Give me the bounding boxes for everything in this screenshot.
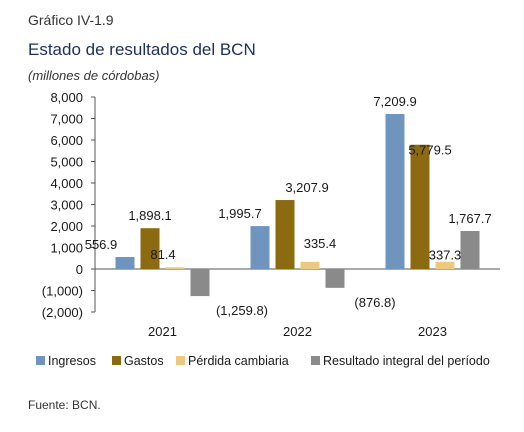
bar-gastos-2022 [275, 200, 295, 269]
y-tick-label: (2,000) [42, 305, 83, 320]
bar-ingresos-2022 [250, 226, 270, 269]
bar-ingresos-2021 [115, 257, 135, 269]
legend-swatch [176, 356, 185, 365]
legend-label: Gastos [124, 354, 164, 368]
data-label: 1,898.1 [128, 208, 171, 223]
legend-label: Resultado integral del período [323, 354, 490, 368]
x-tick-label: 2023 [418, 324, 447, 339]
data-label: 1,995.7 [218, 206, 261, 221]
data-label: (1,259.8) [216, 303, 268, 318]
figure-number: Gráfico IV-1.9 [28, 12, 114, 28]
legend-swatch [311, 356, 320, 365]
x-tick-label: 2022 [283, 324, 312, 339]
legend-swatch [112, 356, 121, 365]
data-label: 81.4 [150, 247, 175, 262]
bar-resultado-integral-del-per-odo-2023 [460, 230, 480, 269]
data-label: 337.3 [429, 248, 462, 263]
source-note: Fuente: BCN. [28, 398, 101, 412]
data-label: 335.4 [304, 236, 337, 251]
chart-title: Estado de resultados del BCN [28, 40, 256, 59]
bar-resultado-integral-del-per-odo-2021 [190, 269, 210, 297]
data-label: 7,209.9 [373, 94, 416, 109]
y-tick-label: 5,000 [50, 155, 83, 170]
data-label: 3,207.9 [285, 180, 328, 195]
bar-gastos-2021 [140, 228, 160, 269]
legend-label: Ingresos [48, 354, 96, 368]
y-tick-label: 3,000 [50, 198, 83, 213]
y-tick-label: 4,000 [50, 176, 83, 191]
bar-p-rdida-cambiaria-2021 [165, 267, 185, 269]
y-tick-label: 0 [76, 262, 83, 277]
data-label: 556.9 [85, 237, 118, 252]
y-tick-label: 2,000 [50, 219, 83, 234]
data-label: (876.8) [354, 295, 395, 310]
y-tick-label: 1,000 [50, 241, 83, 256]
bar-p-rdida-cambiaria-2023 [435, 261, 455, 269]
data-label: 1,767.7 [448, 211, 491, 226]
bar-p-rdida-cambiaria-2022 [300, 261, 320, 269]
bar-ingresos-2023 [385, 113, 405, 269]
bar-resultado-integral-del-per-odo-2022 [325, 269, 345, 288]
y-tick-label: 6,000 [50, 133, 83, 148]
legend-label: Pérdida cambiaria [188, 354, 289, 368]
legend-swatch [36, 356, 45, 365]
y-tick-label: 8,000 [50, 90, 83, 105]
data-label: 5,779.5 [408, 143, 451, 158]
y-tick-label: 7,000 [50, 112, 83, 127]
chart-subtitle: (millones de córdobas) [28, 68, 160, 83]
x-tick-label: 2021 [148, 324, 177, 339]
bar-gastos-2023 [410, 144, 430, 269]
y-tick-label: (1,000) [42, 284, 83, 299]
